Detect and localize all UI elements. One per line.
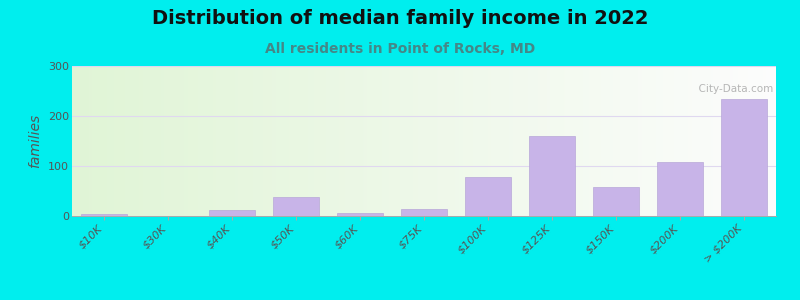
Text: City-Data.com: City-Data.com [691,84,773,94]
Bar [209,209,255,216]
Y-axis label: families: families [29,114,42,168]
Bar [273,197,319,216]
Bar [401,208,447,216]
Bar [657,162,703,216]
Text: All residents in Point of Rocks, MD: All residents in Point of Rocks, MD [265,42,535,56]
Bar [465,177,511,216]
Bar [593,187,639,216]
Bar [81,214,127,216]
Text: Distribution of median family income in 2022: Distribution of median family income in … [152,9,648,28]
Bar [721,98,767,216]
Bar [337,212,383,216]
Bar [529,136,575,216]
